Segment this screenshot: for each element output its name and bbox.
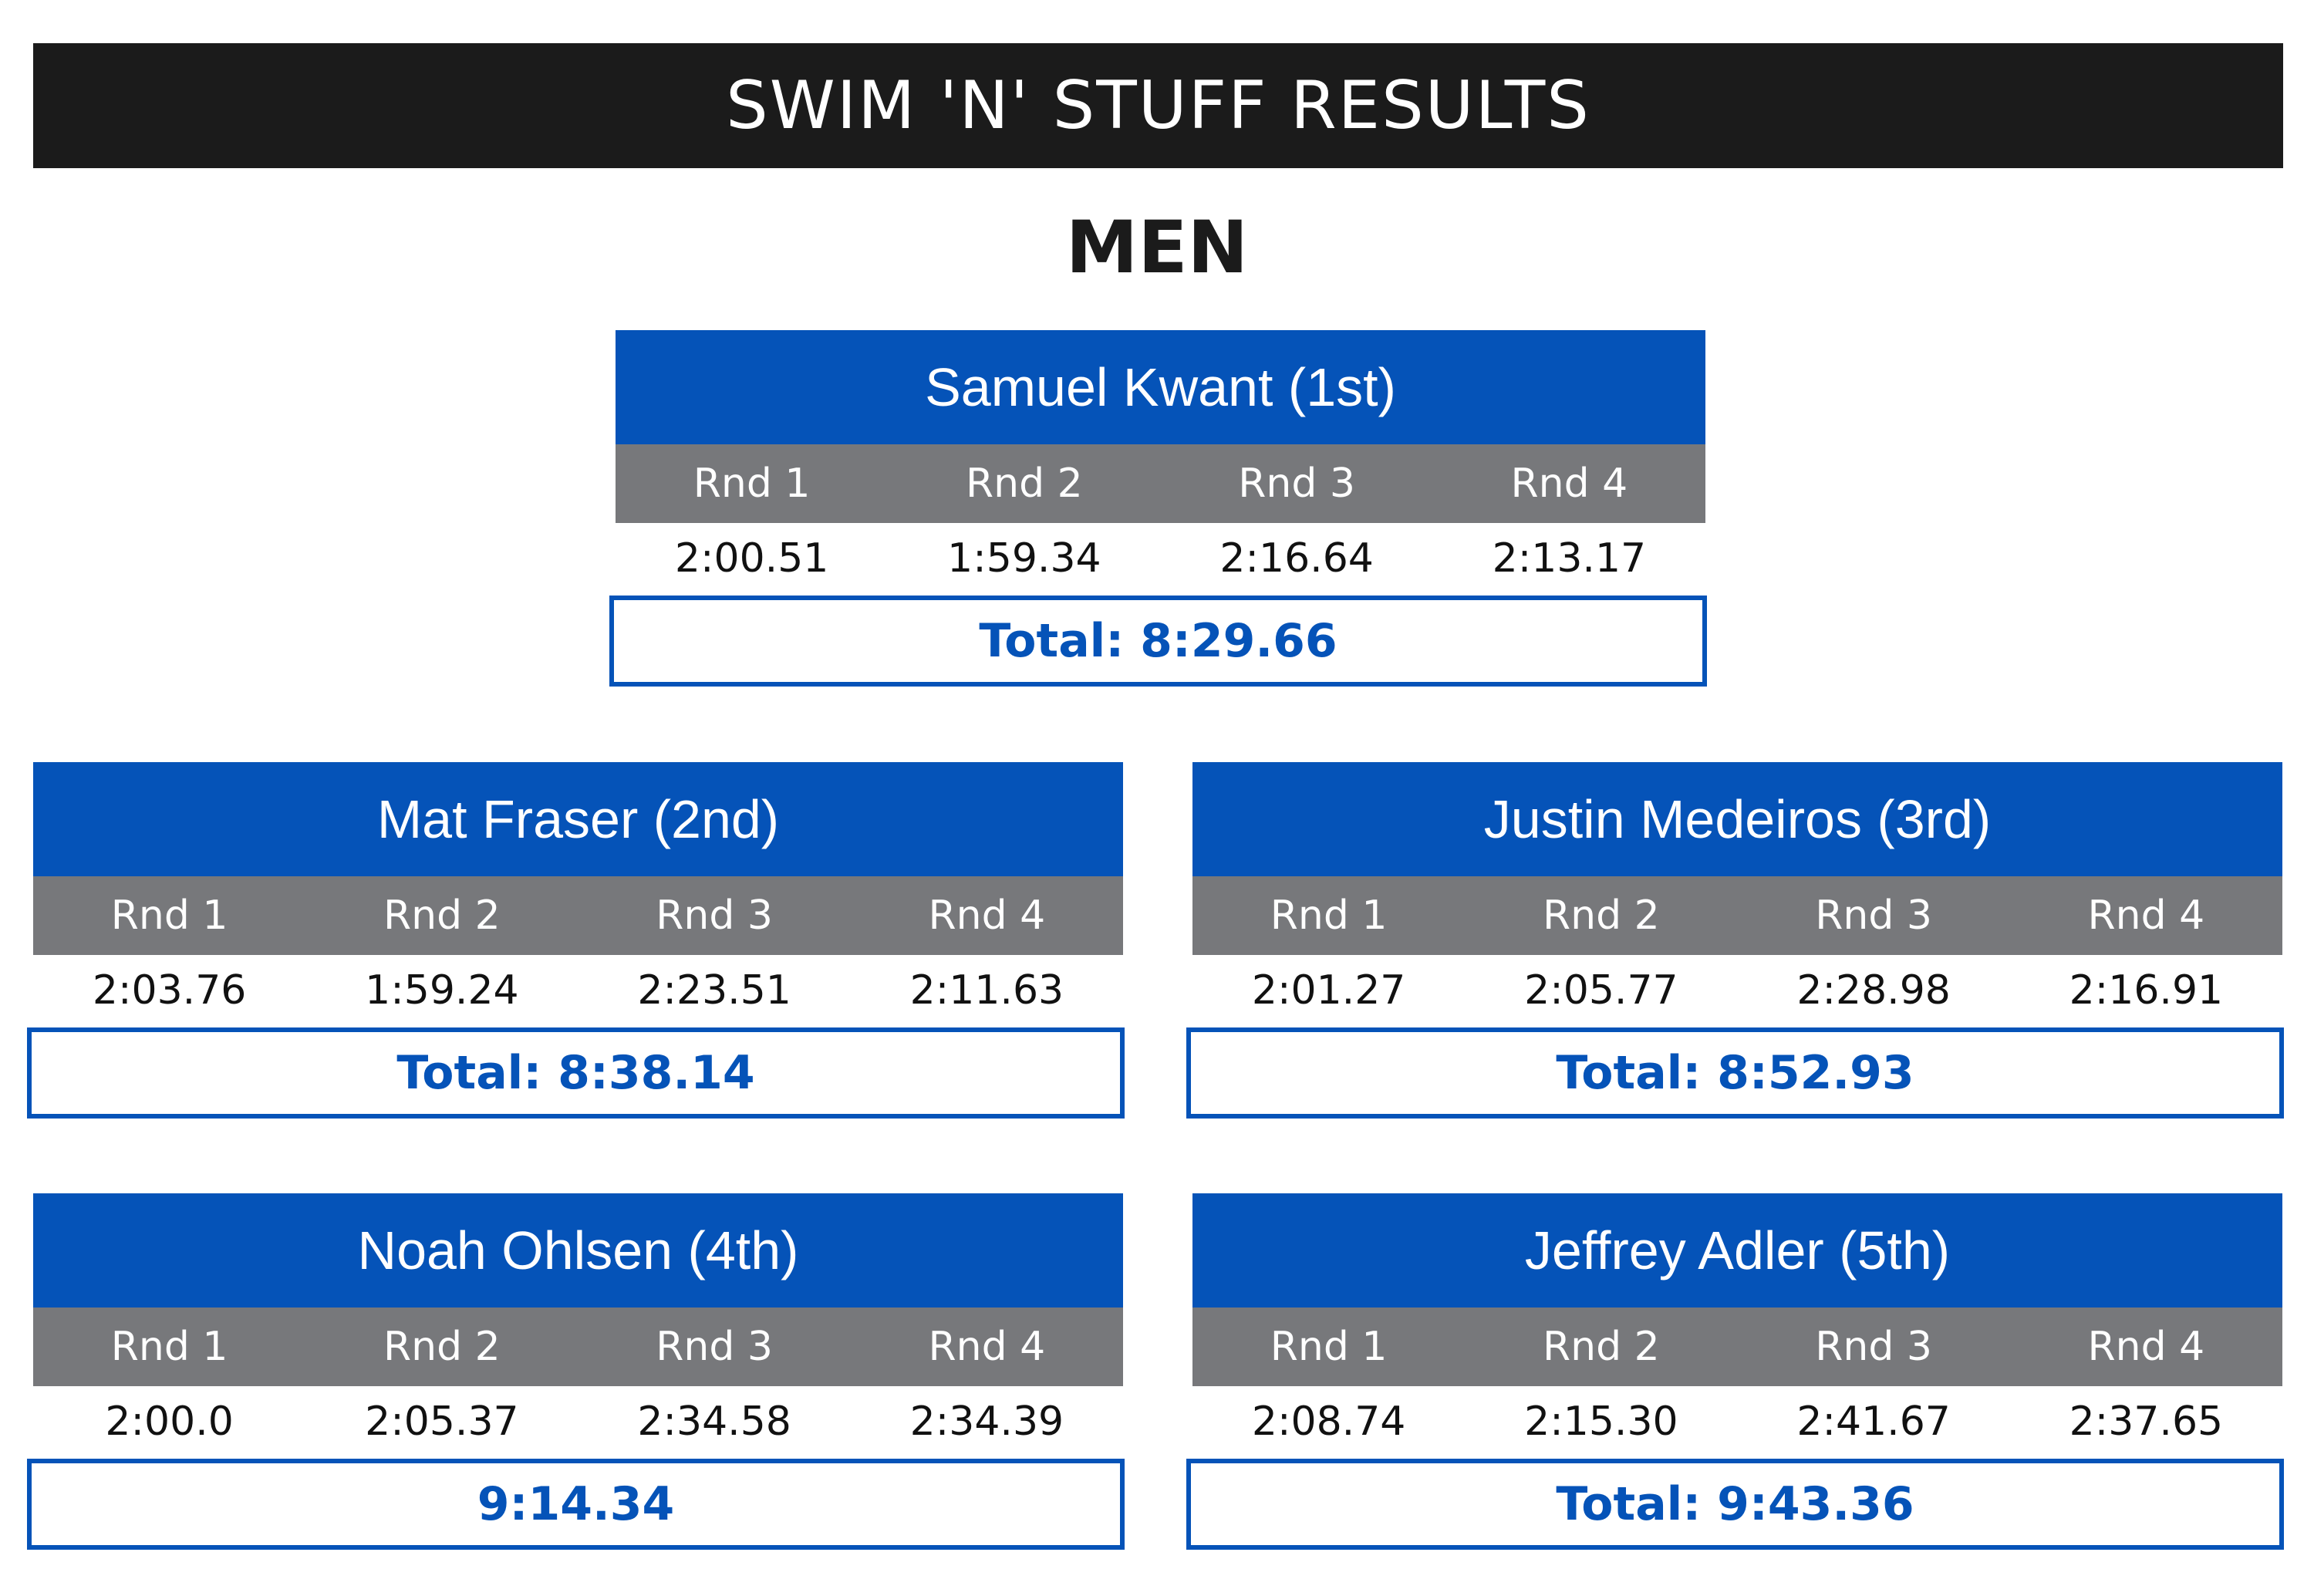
round-header-row: Rnd 1 Rnd 2 Rnd 3 Rnd 4	[1192, 1308, 2282, 1386]
time-row: 2:08.74 2:15.30 2:41.67 2:37.65	[1192, 1386, 2282, 1457]
round-label-3: Rnd 3	[1238, 461, 1355, 507]
athlete-card-4: Noah Ohlsen (4th) Rnd 1 Rnd 2 Rnd 3 Rnd …	[27, 1193, 1125, 1550]
round-time-3: 2:23.51	[637, 967, 791, 1014]
round-label-4: Rnd 4	[2087, 892, 2205, 939]
round-label-4: Rnd 4	[2087, 1324, 2205, 1370]
round-label-2: Rnd 2	[1543, 892, 1660, 939]
round-time-3: 2:16.64	[1219, 535, 1374, 582]
round-label-1: Rnd 1	[110, 892, 228, 939]
round-label-1: Rnd 1	[1270, 892, 1388, 939]
round-header-row: Rnd 1 Rnd 2 Rnd 3 Rnd 4	[33, 876, 1123, 955]
round-time-4: 2:13.17	[1492, 535, 1647, 582]
round-label-2: Rnd 2	[1543, 1324, 1660, 1370]
round-time-3: 2:34.58	[637, 1399, 791, 1445]
total-time: Total: 8:29.66	[609, 596, 1707, 687]
athlete-name: Justin Medeiros (3rd)	[1192, 762, 2282, 876]
round-time-3: 2:41.67	[1796, 1399, 1951, 1445]
round-label-3: Rnd 3	[656, 892, 773, 939]
athlete-card-5: Jeffrey Adler (5th) Rnd 1 Rnd 2 Rnd 3 Rn…	[1186, 1193, 2284, 1550]
round-time-1: 2:00.0	[105, 1399, 234, 1445]
round-label-3: Rnd 3	[1815, 1324, 1932, 1370]
round-label-3: Rnd 3	[656, 1324, 773, 1370]
total-time: Total: 8:38.14	[27, 1027, 1125, 1119]
time-row: 2:00.0 2:05.37 2:34.58 2:34.39	[33, 1386, 1123, 1457]
round-time-2: 2:05.37	[365, 1399, 519, 1445]
round-header-row: Rnd 1 Rnd 2 Rnd 3 Rnd 4	[33, 1308, 1123, 1386]
round-time-3: 2:28.98	[1796, 967, 1951, 1014]
page-title: SWIM 'N' STUFF RESULTS	[33, 43, 2283, 168]
athlete-name: Noah Ohlsen (4th)	[33, 1193, 1123, 1308]
round-label-1: Rnd 1	[693, 461, 811, 507]
time-row: 2:03.76 1:59.24 2:23.51 2:11.63	[33, 955, 1123, 1026]
round-time-1: 2:01.27	[1251, 967, 1406, 1014]
round-label-4: Rnd 4	[1510, 461, 1628, 507]
round-label-2: Rnd 2	[966, 461, 1083, 507]
round-time-4: 2:34.39	[909, 1399, 1064, 1445]
athlete-card-2: Mat Fraser (2nd) Rnd 1 Rnd 2 Rnd 3 Rnd 4…	[27, 762, 1125, 1119]
round-time-1: 2:00.51	[674, 535, 829, 582]
round-label-4: Rnd 4	[928, 1324, 1046, 1370]
athlete-name: Samuel Kwant (1st)	[616, 330, 1705, 444]
round-label-3: Rnd 3	[1815, 892, 1932, 939]
athlete-name: Mat Fraser (2nd)	[33, 762, 1123, 876]
round-label-2: Rnd 2	[383, 1324, 501, 1370]
round-header-row: Rnd 1 Rnd 2 Rnd 3 Rnd 4	[1192, 876, 2282, 955]
round-time-4: 2:37.65	[2069, 1399, 2224, 1445]
round-time-4: 2:16.91	[2069, 967, 2224, 1014]
round-label-4: Rnd 4	[928, 892, 1046, 939]
time-row: 2:01.27 2:05.77 2:28.98 2:16.91	[1192, 955, 2282, 1026]
round-time-1: 2:08.74	[1251, 1399, 1406, 1445]
round-time-2: 1:59.24	[365, 967, 519, 1014]
athlete-card-3: Justin Medeiros (3rd) Rnd 1 Rnd 2 Rnd 3 …	[1186, 762, 2284, 1119]
round-label-1: Rnd 1	[1270, 1324, 1388, 1370]
total-time: 9:14.34	[27, 1459, 1125, 1550]
round-label-1: Rnd 1	[110, 1324, 228, 1370]
time-row: 2:00.51 1:59.34 2:16.64 2:13.17	[616, 523, 1705, 594]
round-time-4: 2:11.63	[909, 967, 1064, 1014]
round-time-2: 2:15.30	[1524, 1399, 1678, 1445]
round-time-2: 1:59.34	[947, 535, 1101, 582]
section-title: MEN	[1065, 206, 1249, 290]
athlete-name: Jeffrey Adler (5th)	[1192, 1193, 2282, 1308]
round-label-2: Rnd 2	[383, 892, 501, 939]
round-time-1: 2:03.76	[92, 967, 247, 1014]
athlete-card-1: Samuel Kwant (1st) Rnd 1 Rnd 2 Rnd 3 Rnd…	[609, 330, 1707, 687]
total-time: Total: 9:43.36	[1186, 1459, 2284, 1550]
round-header-row: Rnd 1 Rnd 2 Rnd 3 Rnd 4	[616, 444, 1705, 523]
total-time: Total: 8:52.93	[1186, 1027, 2284, 1119]
round-time-2: 2:05.77	[1524, 967, 1678, 1014]
